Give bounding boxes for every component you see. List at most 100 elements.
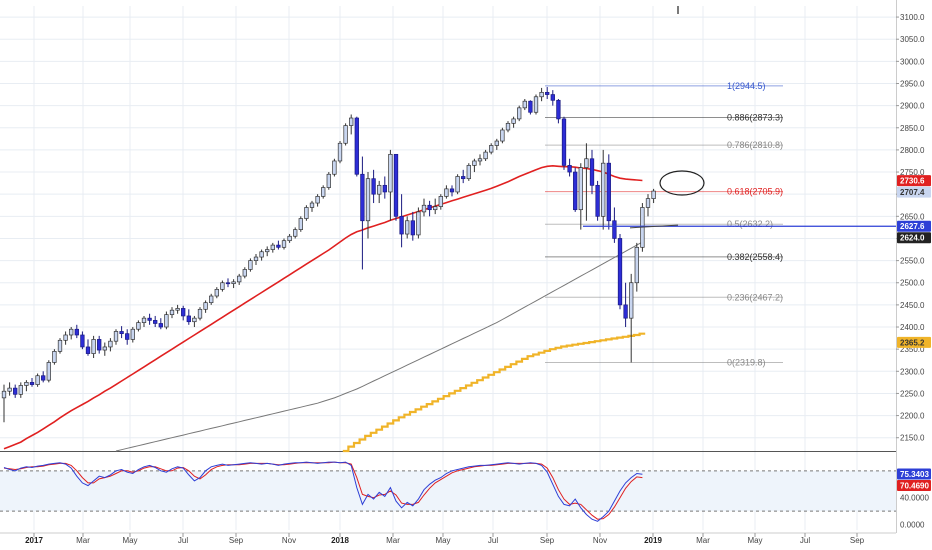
- candle[interactable]: [147, 313, 152, 325]
- candle[interactable]: [517, 105, 522, 122]
- candle[interactable]: [276, 240, 281, 250]
- candle[interactable]: [449, 185, 455, 197]
- candle[interactable]: [259, 249, 264, 261]
- candle[interactable]: [343, 123, 348, 146]
- candle[interactable]: [309, 200, 315, 212]
- candle[interactable]: [500, 127, 505, 144]
- candle[interactable]: [337, 141, 343, 164]
- candle[interactable]: [41, 371, 46, 383]
- candle[interactable]: [248, 258, 253, 272]
- candle[interactable]: [63, 331, 68, 345]
- candle[interactable]: [461, 169, 466, 184]
- candle[interactable]: [197, 307, 203, 321]
- candle[interactable]: [545, 87, 550, 99]
- candle[interactable]: [326, 172, 331, 190]
- candle[interactable]: [567, 158, 572, 177]
- candle[interactable]: [136, 320, 141, 332]
- candle[interactable]: [455, 174, 460, 195]
- candle[interactable]: [35, 373, 40, 387]
- candle[interactable]: [651, 188, 656, 204]
- candle[interactable]: [97, 335, 102, 354]
- candle[interactable]: [427, 200, 432, 217]
- candle[interactable]: [91, 335, 96, 359]
- candle[interactable]: [477, 154, 483, 166]
- candle[interactable]: [80, 331, 85, 350]
- candle[interactable]: [192, 315, 197, 328]
- candle[interactable]: [595, 180, 600, 221]
- price-axis[interactable]: 2150.0 2200.0 2250.0 2300.0 2350.0 2400.0 2450…: [896, 0, 932, 550]
- candle[interactable]: [433, 198, 438, 215]
- candle[interactable]: [181, 305, 186, 321]
- candle[interactable]: [589, 149, 595, 195]
- candle[interactable]: [629, 273, 634, 363]
- candle[interactable]: [332, 158, 337, 177]
- candle[interactable]: [472, 158, 477, 173]
- candle[interactable]: [175, 304, 180, 314]
- candle[interactable]: [130, 327, 135, 343]
- candle[interactable]: [203, 300, 208, 313]
- time-axis[interactable]: 2017 Mar May Jul Sep Nov 2018 Mar May Jul Sep Nov 20…: [25, 533, 865, 545]
- candle[interactable]: [354, 116, 359, 177]
- candle[interactable]: [18, 382, 23, 398]
- candle[interactable]: [550, 90, 555, 106]
- candle[interactable]: [186, 309, 191, 325]
- candle[interactable]: [52, 349, 57, 365]
- candle[interactable]: [393, 153, 399, 221]
- candle[interactable]: [74, 324, 79, 339]
- candle[interactable]: [371, 169, 376, 204]
- candle[interactable]: [293, 227, 298, 239]
- candle[interactable]: [1, 384, 7, 423]
- candle[interactable]: [405, 216, 410, 239]
- candle[interactable]: [108, 338, 113, 352]
- candle[interactable]: [539, 87, 544, 102]
- circle-drawing[interactable]: [659, 170, 705, 196]
- candle[interactable]: [214, 287, 219, 299]
- candle[interactable]: [253, 253, 259, 266]
- candles[interactable]: [1, 87, 656, 423]
- candle[interactable]: [69, 327, 74, 340]
- candle[interactable]: [315, 194, 320, 207]
- candle[interactable]: [410, 211, 415, 241]
- candle[interactable]: [365, 172, 371, 239]
- candle[interactable]: [444, 185, 449, 199]
- candle[interactable]: [606, 154, 611, 230]
- candle[interactable]: [556, 98, 561, 124]
- candle[interactable]: [466, 163, 471, 181]
- annotations[interactable]: [629, 6, 705, 229]
- candle[interactable]: [601, 149, 606, 230]
- candle[interactable]: [46, 360, 51, 383]
- candle[interactable]: [13, 384, 18, 398]
- candle[interactable]: [209, 293, 214, 305]
- candle[interactable]: [528, 100, 533, 115]
- candle[interactable]: [421, 198, 427, 217]
- candle[interactable]: [522, 98, 527, 111]
- candle[interactable]: [573, 167, 578, 212]
- candle[interactable]: [645, 194, 651, 217]
- candle[interactable]: [494, 138, 499, 150]
- candle[interactable]: [265, 246, 270, 257]
- candle[interactable]: [304, 205, 309, 221]
- candle[interactable]: [141, 315, 147, 328]
- candle[interactable]: [7, 382, 12, 396]
- candle[interactable]: [416, 207, 421, 239]
- candle[interactable]: [349, 114, 354, 135]
- candle[interactable]: [617, 234, 623, 310]
- candle[interactable]: [533, 94, 539, 115]
- candle[interactable]: [57, 338, 63, 354]
- candle[interactable]: [119, 326, 124, 339]
- candle[interactable]: [287, 234, 292, 243]
- candle[interactable]: [153, 315, 158, 328]
- candle[interactable]: [113, 329, 119, 345]
- candle[interactable]: [382, 176, 387, 199]
- candle[interactable]: [561, 116, 567, 170]
- candle[interactable]: [612, 207, 617, 243]
- candle[interactable]: [281, 238, 287, 250]
- candle[interactable]: [489, 143, 494, 155]
- candle[interactable]: [164, 311, 169, 330]
- candle[interactable]: [270, 242, 275, 253]
- candle[interactable]: [321, 185, 326, 199]
- candle[interactable]: [237, 273, 242, 285]
- candle[interactable]: [102, 342, 107, 356]
- candle[interactable]: [584, 143, 589, 221]
